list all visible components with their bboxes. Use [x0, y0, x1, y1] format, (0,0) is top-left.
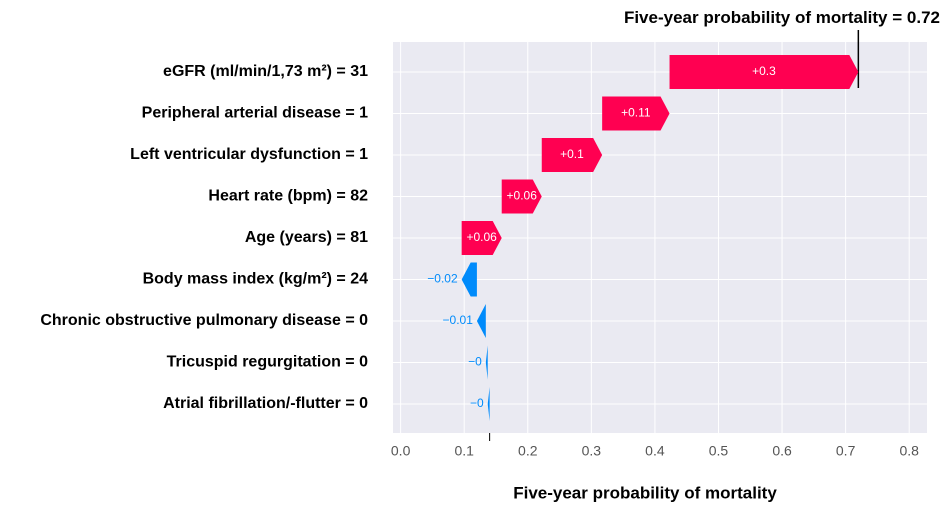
value-label: −0.01: [443, 313, 474, 327]
x-tick-label: 0.4: [645, 443, 665, 459]
bar: [602, 96, 670, 131]
y-tick-label: Chronic obstructive pulmonary disease = …: [40, 312, 368, 329]
x-tick-label: 0.6: [772, 443, 792, 459]
y-tick-label: Atrial fibrillation/-flutter = 0: [163, 395, 368, 412]
y-tick-label: Body mass index (kg/m²) = 24: [143, 271, 369, 288]
bar: [487, 387, 490, 421]
value-label: +0.3: [752, 64, 776, 78]
x-tick-label: 0.1: [454, 443, 474, 459]
x-tick-label: 0.2: [518, 443, 538, 459]
x-axis-label: Five-year probability of mortality: [513, 483, 777, 502]
x-tick-label: 0.3: [582, 443, 602, 459]
x-tick-label: 0.7: [836, 443, 856, 459]
value-label: −0.02: [427, 272, 458, 286]
bar: [485, 345, 488, 380]
bar: [476, 304, 486, 338]
fx-annotation: Five-year probability of mortality = 0.7…: [624, 8, 940, 27]
y-tick-label: Heart rate (bpm) = 82: [208, 188, 368, 205]
value-label: +0.06: [507, 189, 538, 203]
x-tick-label: 0.5: [709, 443, 729, 459]
y-tick-label: eGFR (ml/min/1,73 m²) = 31: [163, 63, 368, 80]
bar: [461, 262, 477, 297]
bar: [501, 179, 542, 214]
value-label: +0.11: [621, 106, 651, 120]
value-label: +0.1: [560, 147, 584, 161]
value-label: −0: [470, 396, 484, 410]
y-tick-label: Peripheral arterial disease = 1: [142, 105, 368, 122]
y-tick-label: Age (years) = 81: [245, 229, 368, 246]
bar: [669, 55, 859, 89]
y-tick-label: Left ventricular dysfunction = 1: [130, 146, 368, 163]
bar: [541, 138, 603, 172]
value-label: −0: [468, 355, 482, 369]
y-tick-label: Tricuspid regurgitation = 0: [167, 354, 368, 371]
bar: [461, 221, 502, 255]
x-tick-label: 0.0: [391, 443, 411, 459]
x-tick-label: 0.8: [899, 443, 919, 459]
value-label: +0.06: [466, 230, 497, 244]
fx-value: 0.72: [907, 8, 940, 27]
fx-label: Five-year probability of mortality =: [624, 8, 902, 27]
